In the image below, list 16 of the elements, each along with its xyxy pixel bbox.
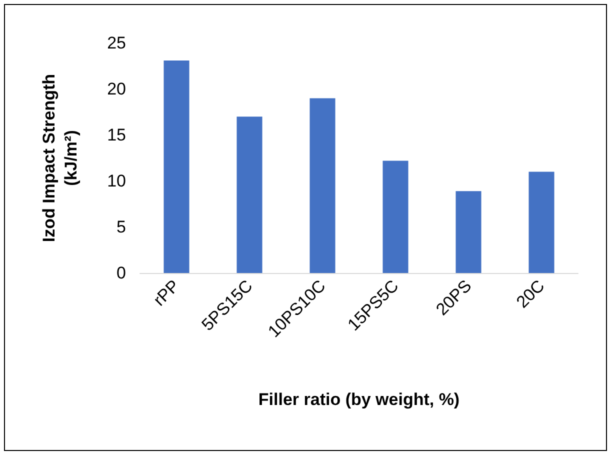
bar [456, 191, 482, 273]
y-tick-label: 10 [107, 172, 126, 190]
y-tick-label: 20 [107, 80, 126, 98]
bar [164, 60, 190, 273]
bar [528, 172, 554, 273]
x-tick-label: 20C [512, 276, 548, 312]
bar [310, 98, 336, 273]
bar [236, 116, 262, 273]
x-tick-label: rPP [150, 276, 184, 310]
y-tick-label: 0 [116, 264, 126, 282]
x-axis-title: Filler ratio (by weight, %) [258, 390, 460, 409]
y-tick-label: 15 [107, 126, 126, 144]
y-tick-label: 5 [116, 218, 126, 236]
bar [382, 160, 408, 273]
y-tick-label: 25 [107, 34, 126, 52]
y-axis-title: Izod Impact Strength (kJ/m²) [40, 74, 80, 242]
